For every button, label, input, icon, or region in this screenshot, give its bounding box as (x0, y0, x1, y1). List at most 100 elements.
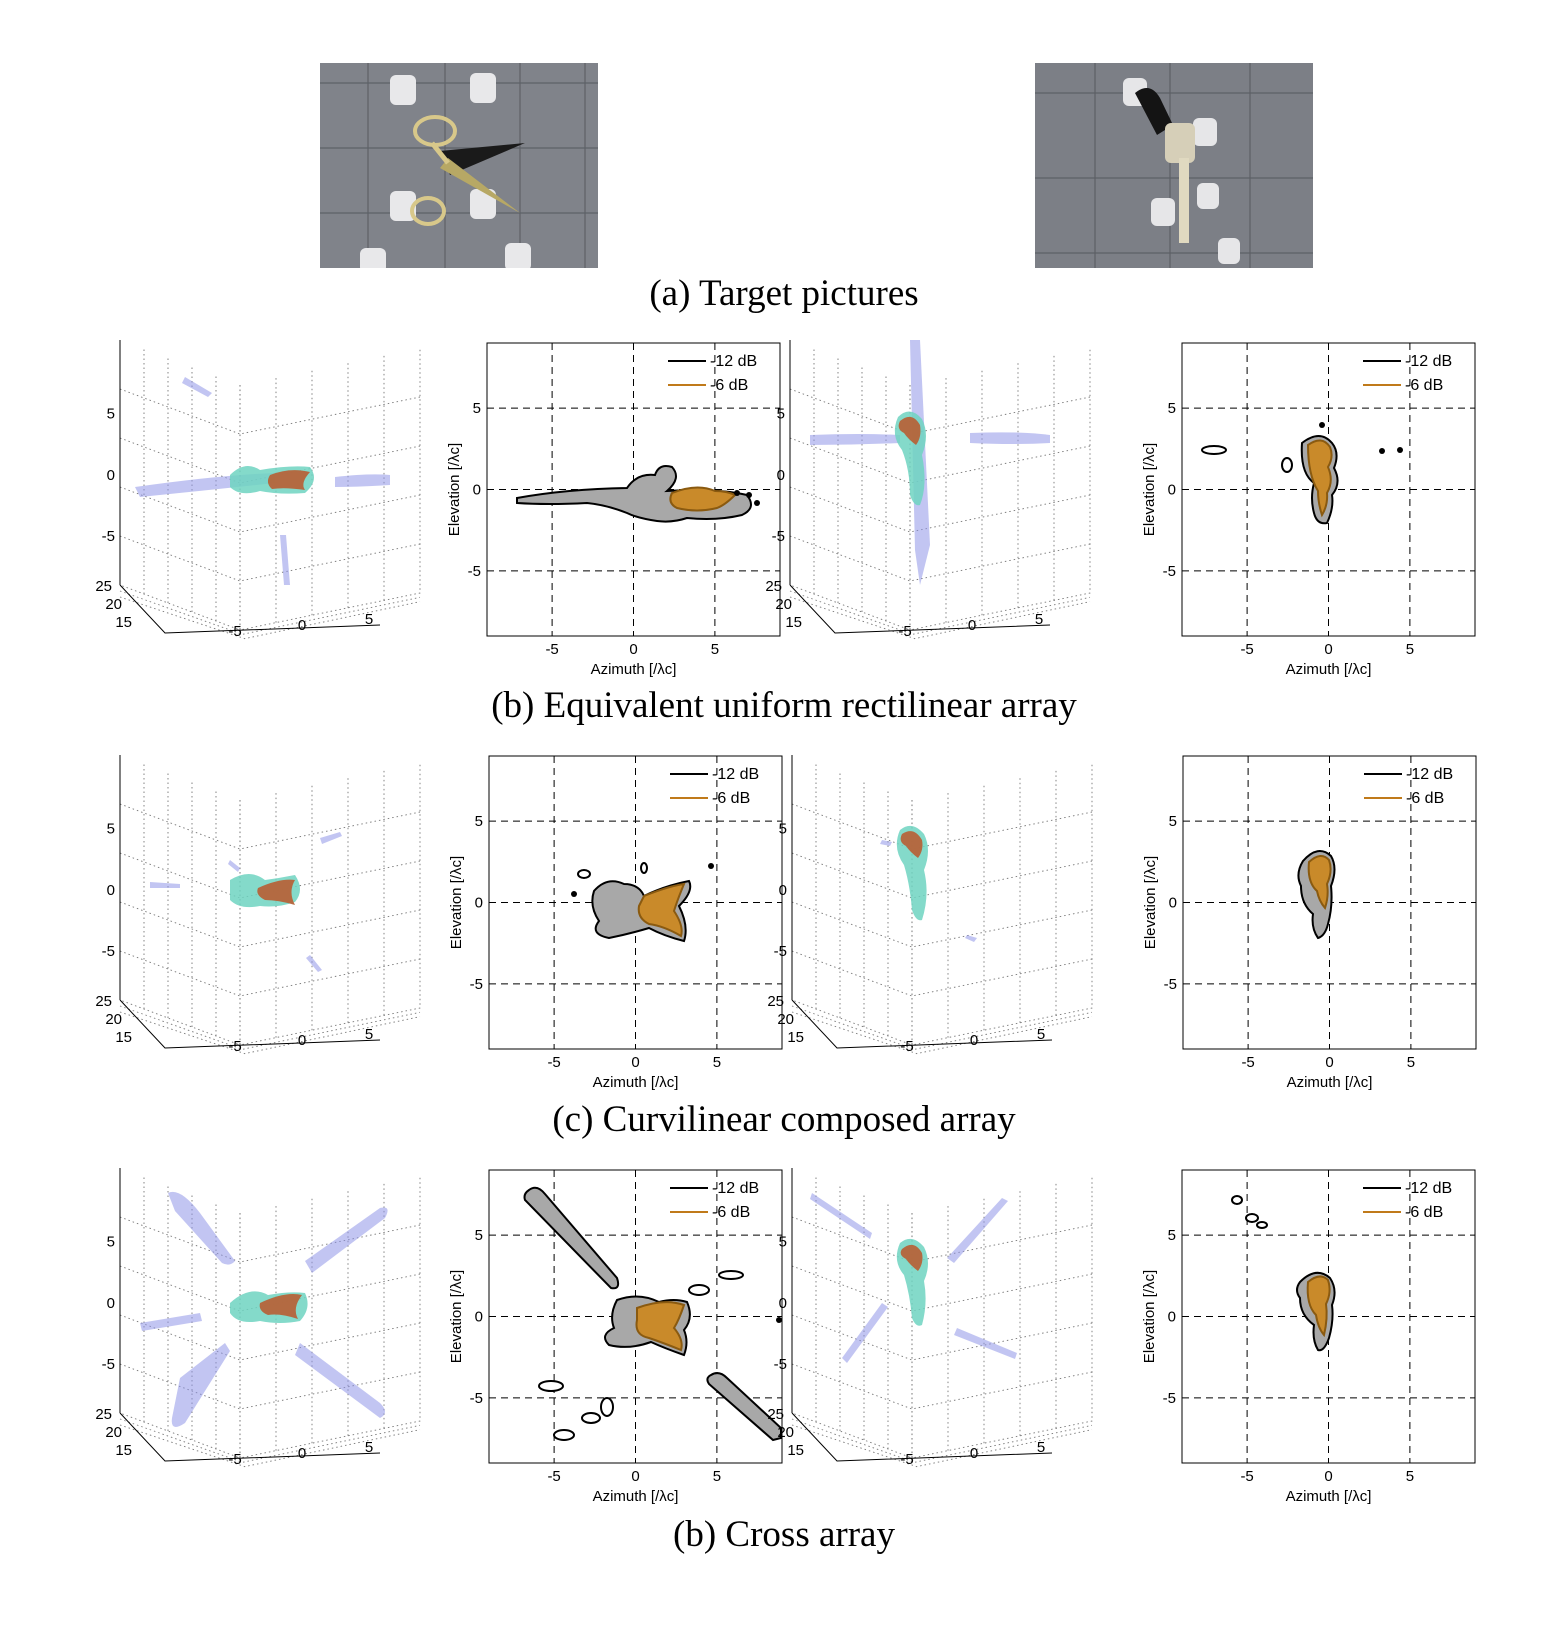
floor-grid-line (119, 1418, 421, 1463)
z-tick-label: 0 (779, 882, 787, 899)
grid-line-horizontal (789, 486, 1091, 533)
x-tick-label: 0 (629, 641, 637, 658)
x-tick-label: 0 (298, 1032, 306, 1049)
y-tick-label: -5 (1163, 1390, 1176, 1407)
mainlobe-core (257, 879, 295, 905)
x-tick-label: -5 (547, 1468, 560, 1485)
contour-group (571, 862, 714, 943)
sidelobe-surface (970, 432, 1050, 444)
legend-label: -6 dB (1405, 1204, 1443, 1221)
z-tick-label: 5 (779, 821, 787, 838)
grid-line-horizontal (119, 950, 421, 997)
x-tick-label: 5 (1407, 1054, 1415, 1071)
legend-label: -12 dB (710, 353, 757, 370)
isosurface-group (810, 340, 1050, 585)
caption-b: (b) Equivalent uniform rectilinear array (491, 685, 1077, 726)
floor-grid-line (119, 1005, 421, 1050)
back-wall-left (791, 755, 913, 1046)
contour-group (516, 465, 760, 523)
contour-group (1297, 850, 1336, 940)
floor-axes (119, 999, 381, 1049)
sidelobe-contour (581, 1412, 601, 1424)
sidelobe-contour (1245, 1213, 1259, 1223)
contour-6db (1306, 1275, 1331, 1338)
x-tick-label: 5 (713, 1468, 721, 1485)
isosurface-group (140, 1191, 388, 1427)
z-tick-label: 0 (107, 882, 115, 899)
sidelobe-surface (182, 377, 212, 397)
x-tick-label: -5 (228, 1451, 241, 1468)
contour-6db (669, 486, 737, 512)
back-wall-right (911, 763, 1093, 1046)
z-tick-label: 0 (107, 467, 115, 484)
row-b-scissors-2d-plot: -5 5 0 0 5 -5 Azimuth [/λc] Elevation [/λc] -12 … (446, 342, 787, 678)
grid-line-horizontal (789, 388, 1091, 435)
row-b-scissors-3d-plot: -5 0 5 25 20 15 -5 0 5 (95, 335, 430, 665)
sidelobe-surface (954, 1328, 1017, 1359)
sidelobe-surface (228, 860, 240, 872)
y-tick-label: -5 (468, 563, 481, 580)
floor-grid-line (791, 1418, 1093, 1463)
x-tick-label: 0 (1324, 641, 1332, 658)
sidelobe-surface (305, 1207, 388, 1273)
y-tick-label: 0 (1169, 895, 1177, 912)
x-tick-label: 5 (1406, 1468, 1414, 1485)
row-d-scissors-3d-plot: -5 0 5 25 20 15 -5 0 5 (95, 1163, 430, 1493)
x-tick-label: 0 (298, 1445, 306, 1462)
x-axis-label: Azimuth [/λc] (593, 1488, 679, 1505)
sidelobe-contour (538, 1380, 564, 1392)
x-tick-label: 5 (365, 1439, 373, 1456)
sidelobe-surface (965, 935, 977, 942)
x-tick-label: 5 (1037, 1439, 1045, 1456)
sidelobe-surface (168, 1191, 235, 1265)
range-tick-label: 25 (95, 1406, 112, 1423)
range-tick-label: 15 (115, 1029, 132, 1046)
grid-line-horizontal (791, 1363, 1093, 1410)
mainlobe-core (900, 1244, 923, 1271)
y-tick-label: 5 (1169, 813, 1177, 830)
legend-label: -6 dB (710, 377, 748, 394)
y-tick-label: -5 (470, 976, 483, 993)
y-axis-label: Elevation [/λc] (1141, 1270, 1158, 1363)
floor-grid-line (791, 1005, 1093, 1050)
x-tick-label: -5 (547, 1054, 560, 1071)
sidelobe-contour (1256, 1221, 1268, 1229)
grid-line-horizontal (119, 388, 421, 435)
back-wall-right (911, 1176, 1093, 1459)
sidelobe-surface (150, 882, 180, 888)
y-tick-label: 5 (1168, 400, 1176, 417)
z-tick-label: -5 (774, 1356, 787, 1373)
grid-line-horizontal (791, 1216, 1093, 1263)
row-c-revolver-2d-plot: -5 5 0 0 5 -5 Azimuth [/λc] Elevation [/λc] -12 … (1142, 755, 1483, 1091)
z-tick-label: 0 (107, 1295, 115, 1312)
sidelobe-dot (1319, 422, 1325, 428)
sidelobe-contour (688, 1284, 710, 1296)
legend-label: -12 dB (1405, 1180, 1452, 1197)
x-tick-label: 0 (968, 617, 976, 634)
x-tick-label: -5 (228, 623, 241, 640)
sidelobe-surface (140, 1313, 202, 1331)
sidelobe-dot (571, 891, 577, 897)
floor-axes (791, 999, 1053, 1049)
range-tick-label: 25 (767, 993, 784, 1010)
floor-grid-line (789, 596, 1091, 640)
x-tick-label: 5 (1035, 611, 1043, 628)
sidelobe-surface (842, 1303, 888, 1363)
z-tick-label: 5 (777, 406, 785, 423)
z-tick-label: -5 (772, 528, 785, 545)
contour-6db (637, 882, 686, 938)
legend-label: -12 dB (1405, 353, 1452, 370)
mainlobe-core (900, 831, 923, 858)
y-axis-label: Elevation [/λc] (448, 856, 465, 949)
row-c-scissors-3d-plot: -5 0 5 25 20 15 -5 0 5 (95, 750, 430, 1080)
grating-lobe-contour (706, 1372, 782, 1442)
x-axis-label: Azimuth [/λc] (1286, 1488, 1372, 1505)
z-tick-label: 5 (107, 406, 115, 423)
floor-axes (119, 584, 381, 634)
y-tick-label: 0 (473, 482, 481, 499)
z-tick-label: -5 (102, 528, 115, 545)
x-tick-label: -5 (1240, 641, 1253, 658)
x-tick-label: -5 (1240, 1468, 1253, 1485)
floor-grid-line (119, 590, 421, 635)
floor-grid-line (119, 1011, 421, 1055)
